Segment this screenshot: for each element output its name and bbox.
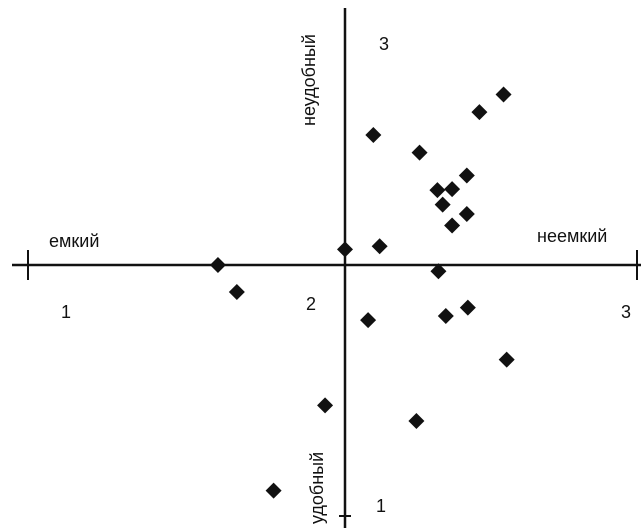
data-point-16 xyxy=(459,299,476,316)
y-axis-bottom-label: удобный xyxy=(307,452,327,524)
data-point-4 xyxy=(411,144,428,161)
data-point-12 xyxy=(371,238,388,255)
data-point-15 xyxy=(228,284,245,301)
data-point-18 xyxy=(360,312,377,329)
data-point-7 xyxy=(444,181,461,198)
x-axis-right-label: неемкий xyxy=(537,226,607,246)
data-point-22 xyxy=(265,482,282,499)
axes xyxy=(12,8,641,528)
data-point-21 xyxy=(408,413,425,429)
data-point-20 xyxy=(317,397,334,414)
data-point-1 xyxy=(495,86,512,103)
x-axis-left-label: емкий xyxy=(49,231,99,251)
data-point-5 xyxy=(458,167,475,184)
data-point-13 xyxy=(209,257,226,273)
data-point-14 xyxy=(430,263,447,280)
data-point-9 xyxy=(458,206,475,223)
data-point-11 xyxy=(337,241,353,258)
data-point-17 xyxy=(437,307,454,324)
data-point-3 xyxy=(365,127,382,143)
y-axis-top-label: неудобный xyxy=(299,34,319,126)
data-point-2 xyxy=(471,104,488,121)
data-point-6 xyxy=(429,182,446,199)
x-tick-label-right: 3 xyxy=(621,302,631,322)
data-point-10 xyxy=(444,217,461,234)
x-tick-label-center: 2 xyxy=(306,294,316,314)
data-points xyxy=(209,86,515,499)
data-point-19 xyxy=(498,351,515,368)
data-point-8 xyxy=(434,196,451,213)
x-tick-label-left: 1 xyxy=(61,302,71,322)
y-tick-label-top: 3 xyxy=(379,34,389,54)
y-tick-label-bottom: 1 xyxy=(376,496,386,516)
